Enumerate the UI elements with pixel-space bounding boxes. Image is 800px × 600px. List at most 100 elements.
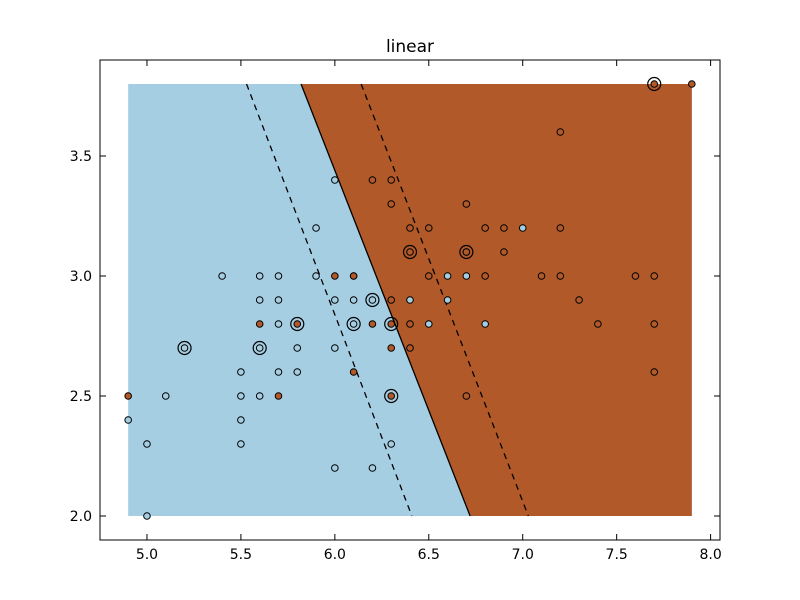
data-point-class-1	[462, 392, 471, 400]
data-point-class-1	[650, 320, 659, 328]
y-tick-label: 3.0	[70, 269, 92, 285]
data-point-class-1	[537, 272, 546, 280]
data-point-class-1	[575, 296, 583, 304]
x-tick-label: 5.5	[230, 547, 252, 563]
data-point-class-1	[462, 200, 471, 208]
data-point-class-0	[293, 344, 302, 352]
data-point-class-0	[368, 296, 377, 304]
data-point-class-0	[462, 272, 471, 280]
data-point-class-0	[255, 296, 264, 304]
margin-line-lower	[245, 83, 413, 517]
data-point-class-0	[237, 440, 245, 448]
data-point-class-1	[424, 224, 433, 232]
data-point-class-0	[349, 296, 358, 304]
data-point-class-1	[556, 224, 565, 232]
x-tick-label: 7.5	[606, 547, 628, 563]
x-tick-label: 7.0	[512, 547, 534, 563]
data-point-class-1	[650, 272, 659, 280]
data-point-class-0	[331, 296, 339, 304]
data-point-class-0	[255, 272, 264, 280]
data-point-class-0	[237, 392, 245, 400]
data-point-class-1	[406, 248, 414, 256]
decision-boundary	[300, 83, 471, 517]
support-vector-ring	[252, 340, 267, 356]
data-point-class-1	[500, 224, 508, 232]
data-point-class-1	[349, 272, 358, 280]
data-point-class-0	[443, 296, 452, 304]
data-point-class-0	[312, 224, 320, 232]
data-point-class-0	[368, 464, 377, 472]
data-point-class-1	[650, 368, 659, 376]
data-point-class-1	[556, 272, 565, 280]
support-vector-ring	[384, 388, 399, 404]
data-point-class-0	[274, 320, 283, 328]
data-point-class-1	[594, 320, 602, 328]
axis-ticks: 5.0 5.5 6.0 6.5 7.0 7.5 8.0 2.0 2.5 3.0 3.5	[70, 60, 722, 563]
data-point-class-0	[331, 176, 339, 184]
x-tick-label: 6.5	[418, 547, 440, 563]
data-point-class-0	[255, 344, 264, 352]
data-point-class-0	[124, 416, 132, 424]
data-point-class-0	[274, 368, 283, 376]
data-point-class-1	[481, 224, 489, 232]
data-point-class-0	[387, 440, 396, 448]
data-point-class-1	[387, 200, 396, 208]
data-point-class-1	[631, 272, 640, 280]
support-vector-ring	[365, 292, 380, 308]
data-point-class-0	[406, 296, 414, 304]
y-tick-label: 2.0	[70, 509, 92, 525]
data-point-class-0	[237, 368, 245, 376]
data-point-class-1	[293, 320, 302, 328]
data-point-class-1	[406, 320, 414, 328]
data-point-class-0	[274, 296, 283, 304]
data-point-class-0	[255, 392, 264, 400]
x-tick-label: 6.0	[324, 547, 346, 563]
support-vector-ring	[290, 316, 305, 332]
data-point-class-1	[688, 80, 696, 88]
data-point-class-1	[255, 320, 264, 328]
data-point-class-1	[500, 248, 508, 256]
data-point-class-1	[274, 392, 283, 400]
region-class-1	[301, 84, 692, 516]
data-point-class-0	[424, 320, 433, 328]
support-vector-ring	[177, 340, 192, 356]
data-point-class-1	[387, 176, 396, 184]
x-tick-label: 8.0	[699, 547, 721, 563]
support-vector-ring	[402, 244, 418, 260]
data-point-class-1	[387, 392, 396, 400]
data-point-class-0	[481, 320, 489, 328]
data-point-class-1	[349, 368, 358, 376]
data-point-class-1	[387, 344, 396, 352]
data-point-class-1	[368, 320, 377, 328]
support-vector-ring	[459, 244, 474, 260]
data-point-class-0	[349, 320, 358, 328]
data-point-class-1	[481, 272, 489, 280]
data-point-class-1	[331, 272, 339, 280]
data-point-class-0	[331, 464, 339, 472]
data-point-class-1	[387, 320, 396, 328]
data-point-class-1	[556, 128, 565, 136]
data-point-class-1	[650, 80, 659, 88]
data-point-class-0	[331, 344, 339, 352]
data-point-class-0	[161, 392, 170, 400]
data-point-class-0	[237, 416, 245, 424]
data-point-class-0	[180, 344, 189, 352]
data-point-class-1	[406, 224, 414, 232]
data-point-class-1	[406, 344, 414, 352]
data-point-class-0	[143, 512, 151, 520]
data-point-class-0	[293, 368, 302, 376]
support-vector-ring	[647, 76, 662, 92]
chart-title: linear	[386, 37, 434, 57]
data-point-class-1	[387, 296, 396, 304]
x-tick-label: 5.0	[136, 547, 158, 563]
data-point-class-0	[274, 272, 283, 280]
plot-area	[124, 76, 696, 520]
axes-frame	[99, 59, 721, 541]
data-point-class-1	[124, 392, 132, 400]
data-point-class-0	[312, 272, 320, 280]
data-point-class-0	[218, 272, 226, 280]
support-vector-ring	[346, 316, 361, 332]
support-vector-ring	[384, 316, 399, 332]
y-tick-label: 3.5	[70, 149, 92, 165]
